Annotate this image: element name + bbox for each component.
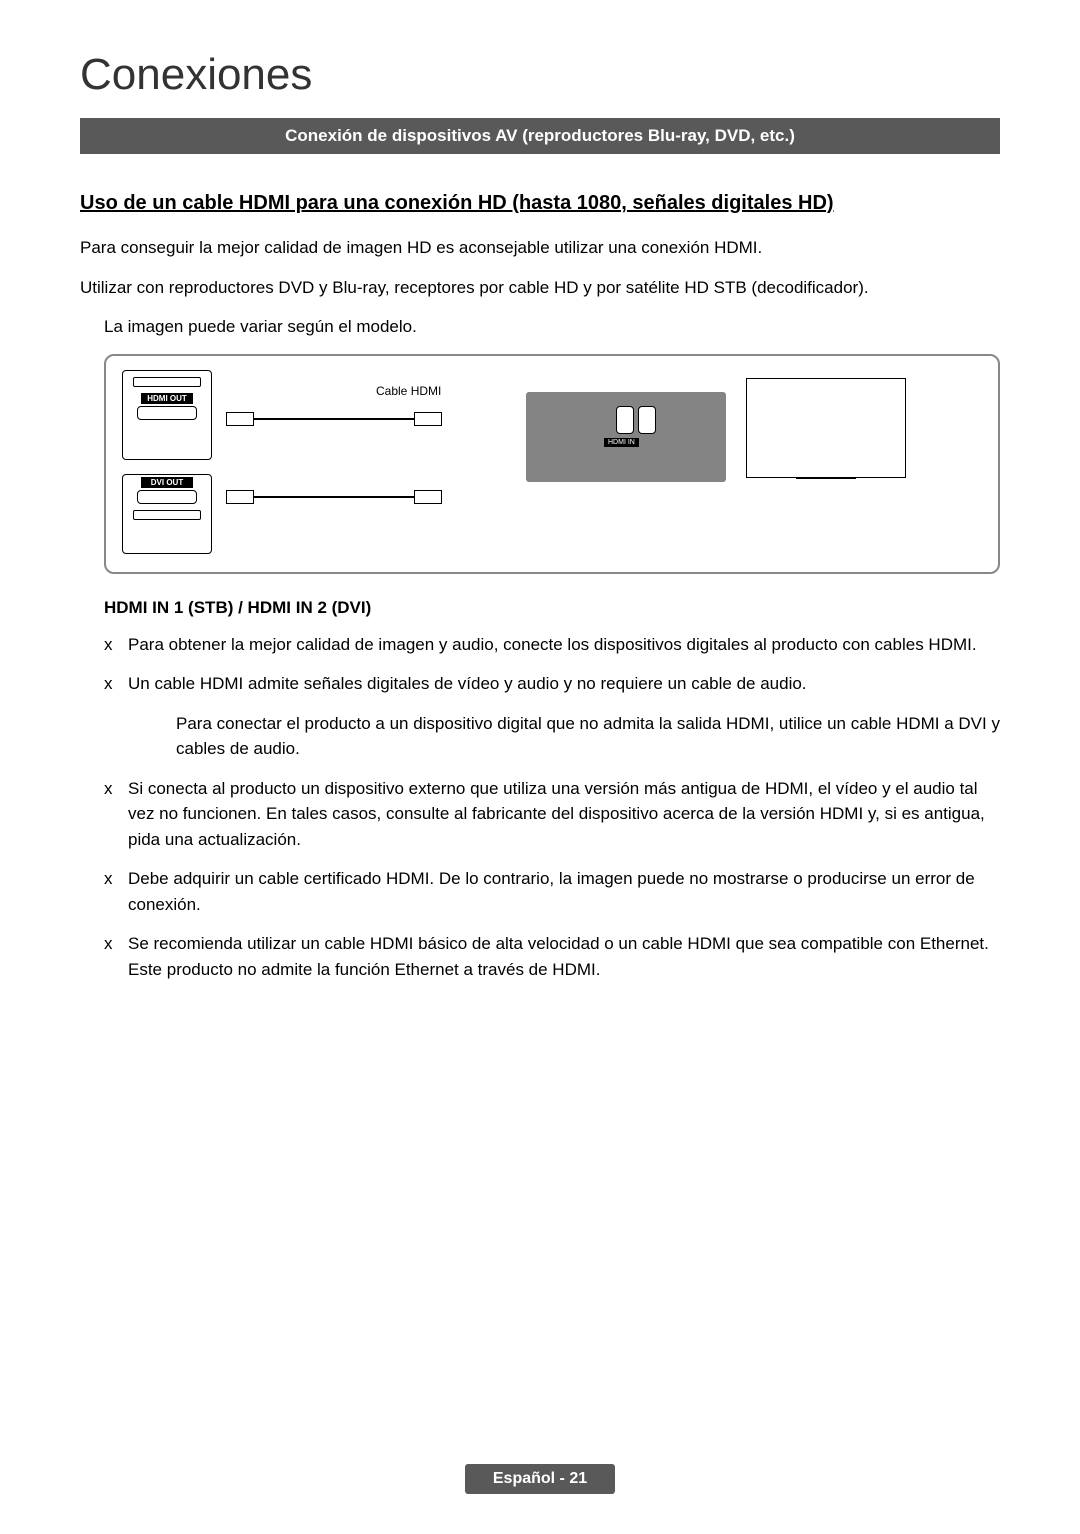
page-title: Conexiones <box>80 50 1000 100</box>
tv-icon <box>746 378 906 478</box>
bullet-subtext: Para conectar el producto a un dispositi… <box>176 711 1000 762</box>
hdmi-out-label: HDMI OUT <box>141 393 193 404</box>
list-item: x Para obtener la mejor calidad de image… <box>104 632 1000 658</box>
bullet-text: Debe adquirir un cable certificado HDMI.… <box>128 866 1000 917</box>
bullet-marker: x <box>104 671 118 697</box>
plug-icon <box>226 412 254 426</box>
bullet-marker: x <box>104 632 118 658</box>
plug-icon <box>414 412 442 426</box>
bullet-list: x Para obtener la mejor calidad de image… <box>104 632 1000 983</box>
manual-page: Conexiones Conexión de dispositivos AV (… <box>0 0 1080 1534</box>
intro-para-2: Utilizar con reproductores DVD y Blu-ray… <box>80 275 1000 301</box>
connection-diagram: HDMI OUT DVI OUT Cable HDMI HDMI IN <box>104 354 1000 574</box>
bullet-text: Si conecta al producto un dispositivo ex… <box>128 776 1000 853</box>
intro-para-3: La imagen puede variar según el modelo. <box>104 314 1000 340</box>
hdmi-in-label: HDMI IN <box>604 438 639 447</box>
dvi-device-icon: DVI OUT <box>122 474 212 554</box>
footer-label: Español - 21 <box>465 1464 615 1494</box>
tv-stand-icon <box>796 478 856 486</box>
bullet-marker: x <box>104 931 118 982</box>
cable-hdmi-label: Cable HDMI <box>376 384 441 398</box>
bullet-text: Se recomienda utilizar un cable HDMI bás… <box>128 931 1000 982</box>
bullet-text: Un cable HDMI admite señales digitales d… <box>128 671 807 697</box>
bullet-marker: x <box>104 866 118 917</box>
bullet-text: Para obtener la mejor calidad de imagen … <box>128 632 977 658</box>
intro-para-1: Para conseguir la mejor calidad de image… <box>80 235 1000 261</box>
list-item: x Se recomienda utilizar un cable HDMI b… <box>104 931 1000 982</box>
list-item: x Si conecta al producto un dispositivo … <box>104 776 1000 853</box>
plug-icon <box>226 490 254 504</box>
page-footer: Español - 21 <box>0 1464 1080 1494</box>
plug-icon <box>414 490 442 504</box>
cable-icon <box>254 496 414 498</box>
tv-ports-icon <box>616 406 666 436</box>
port-section-label: HDMI IN 1 (STB) / HDMI IN 2 (DVI) <box>104 598 1000 618</box>
bullet-marker: x <box>104 776 118 853</box>
section-banner: Conexión de dispositivos AV (reproductor… <box>80 118 1000 154</box>
list-item: x Un cable HDMI admite señales digitales… <box>104 671 1000 697</box>
subheading: Uso de un cable HDMI para una conexión H… <box>80 192 1000 215</box>
cable-icon <box>254 418 414 420</box>
dvi-out-label: DVI OUT <box>141 477 193 488</box>
hdmi-device-icon: HDMI OUT <box>122 370 212 460</box>
list-item: x Debe adquirir un cable certificado HDM… <box>104 866 1000 917</box>
